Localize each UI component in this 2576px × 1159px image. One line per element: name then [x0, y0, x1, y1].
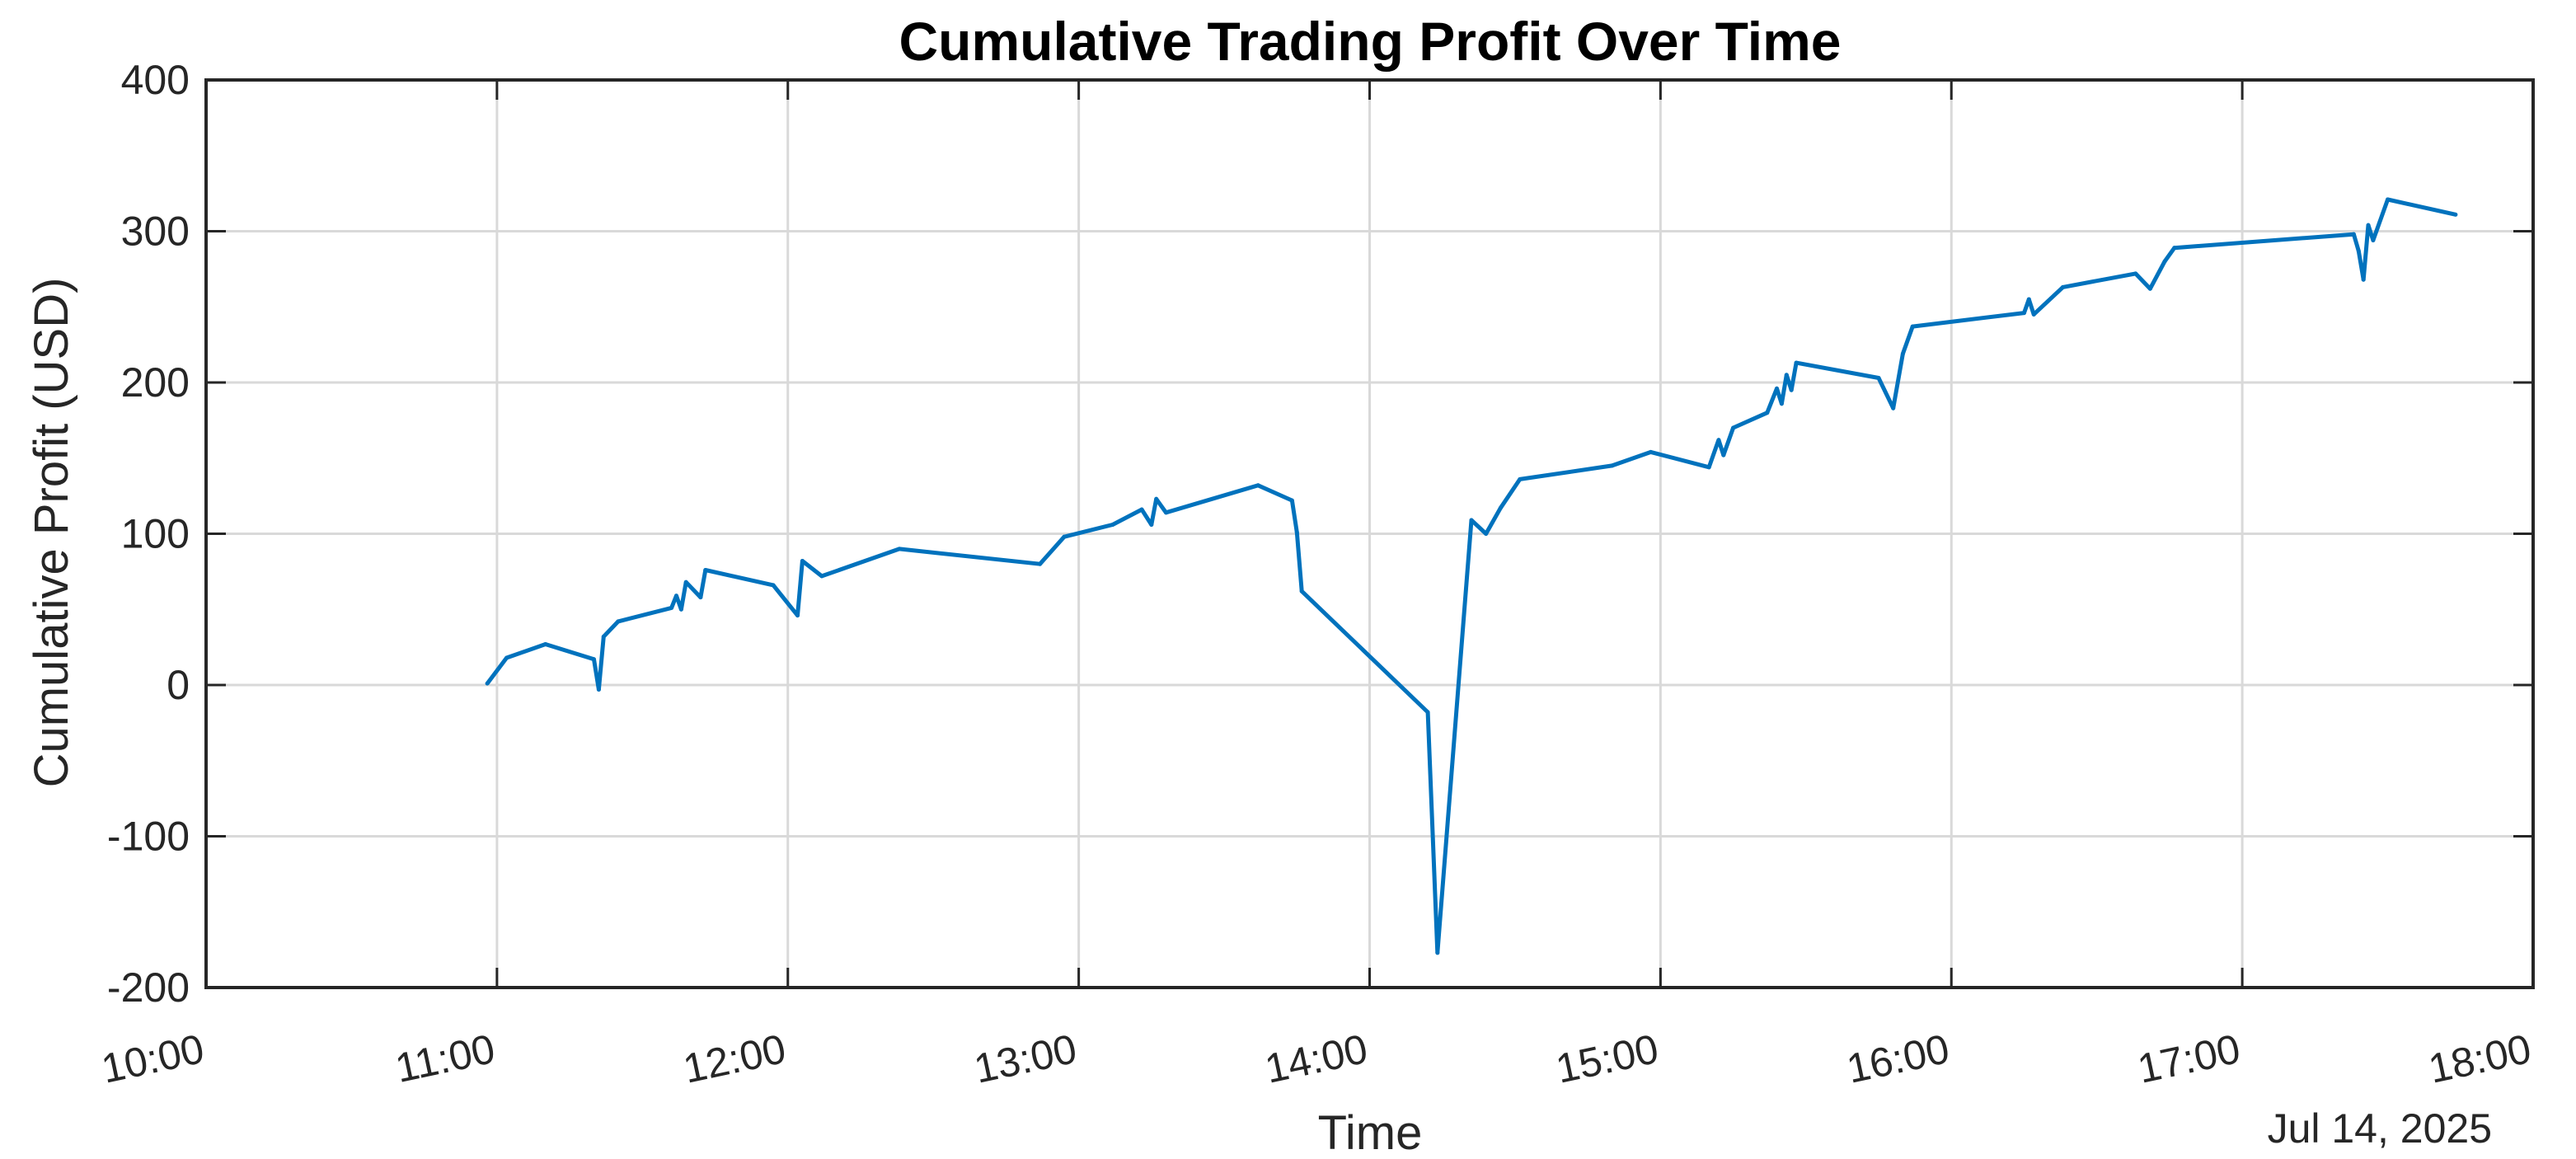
- profit-data-point: [1149, 522, 1154, 527]
- profit-data-point: [2366, 223, 2371, 228]
- profit-data-point: [1518, 476, 1523, 481]
- profit-data-point: [1163, 510, 1168, 515]
- profit-data-point: [2371, 238, 2376, 243]
- profit-data-point: [1038, 561, 1043, 566]
- profit-data-point: [1498, 505, 1503, 510]
- profit-data-point: [1610, 463, 1615, 468]
- tick-marks: [204, 78, 2535, 989]
- y-tick-label: -100: [107, 814, 190, 860]
- profit-data-point: [1784, 373, 1789, 378]
- profit-data-point: [1721, 453, 1726, 458]
- profit-data-point: [1299, 589, 1304, 594]
- profit-data-point: [485, 681, 490, 686]
- profit-data-point: [2162, 259, 2167, 264]
- profit-data-point: [1731, 425, 1736, 430]
- profit-data-point: [1775, 386, 1780, 391]
- profit-data-point: [2351, 232, 2356, 237]
- y-tick-label: 400: [121, 57, 190, 103]
- profit-data-point: [795, 613, 800, 618]
- y-tick-label: 200: [121, 359, 190, 406]
- profit-data-point: [1876, 375, 1881, 380]
- profit-data-point: [1794, 360, 1799, 365]
- profit-data-point: [1255, 483, 1260, 488]
- profit-data-point: [1294, 530, 1299, 535]
- profit-data-point: [1649, 449, 1654, 454]
- profit-data-point: [683, 580, 688, 584]
- profit-data-point: [592, 657, 596, 662]
- profit-data-point: [1062, 534, 1067, 539]
- y-tick-label: 300: [121, 209, 190, 255]
- profit-data-point: [2026, 297, 2031, 302]
- profit-data-point: [1484, 532, 1489, 536]
- grid: [206, 80, 2533, 988]
- profit-data-point: [2021, 311, 2026, 316]
- profit-data-point: [504, 655, 509, 660]
- profit-data-point: [543, 641, 548, 646]
- profit-data-point: [800, 559, 805, 564]
- profit-data-point: [596, 687, 601, 692]
- profit-data-point: [1900, 351, 1905, 356]
- profit-data-point: [2031, 312, 2036, 317]
- profit-data-point: [673, 594, 678, 598]
- y-tick-label: -200: [107, 964, 190, 1011]
- profit-data-point: [897, 547, 902, 551]
- profit-data-point: [601, 634, 606, 639]
- profit-data-point: [2172, 246, 2177, 251]
- profit-data-point: [1765, 411, 1770, 415]
- chart-title: Cumulative Trading Profit Over Time: [899, 11, 1841, 72]
- profit-data-point: [1289, 498, 1294, 503]
- profit-data-point: [1435, 950, 1440, 955]
- profit-data-point: [1110, 522, 1115, 527]
- y-tick-label: 0: [167, 662, 190, 708]
- x-axis-label: Time: [1318, 1106, 1423, 1159]
- series-layer: [485, 197, 2458, 955]
- profit-data-point: [1139, 507, 1144, 512]
- profit-data-point: [1789, 387, 1794, 392]
- profit-data-point: [2133, 271, 2138, 276]
- profit-data-point: [669, 605, 674, 610]
- profit-data-point: [1706, 465, 1711, 470]
- date-label: Jul 14, 2025: [2268, 1105, 2492, 1152]
- profit-data-point: [2061, 284, 2066, 289]
- profit-data-point: [819, 574, 824, 579]
- profit-data-point: [771, 583, 776, 588]
- profit-data-point: [2453, 212, 2458, 217]
- profit-data-point: [698, 595, 703, 600]
- profit-data-point: [1425, 710, 1430, 715]
- y-tick-label: 100: [121, 511, 190, 557]
- profit-data-point: [2356, 248, 2361, 253]
- profit-data-point: [2361, 277, 2366, 282]
- y-axis-label: Cumulative Profit (USD): [25, 278, 78, 788]
- profit-data-point: [2147, 286, 2152, 291]
- profit-series-line: [486, 197, 2456, 955]
- profit-data-point: [616, 619, 621, 624]
- profit-data-point: [2386, 197, 2391, 202]
- profit-data-point: [1154, 496, 1159, 501]
- profit-data-point: [1891, 406, 1896, 411]
- profit-data-point: [703, 568, 708, 573]
- profit-data-point: [1469, 518, 1474, 523]
- y-tick-labels: 400 300 200 100 0 -100 -200: [107, 57, 190, 1011]
- profit-data-point: [1716, 438, 1721, 443]
- profit-data-point: [1910, 324, 1915, 329]
- profit-data-point: [678, 607, 683, 612]
- profit-data-point: [1779, 401, 1784, 406]
